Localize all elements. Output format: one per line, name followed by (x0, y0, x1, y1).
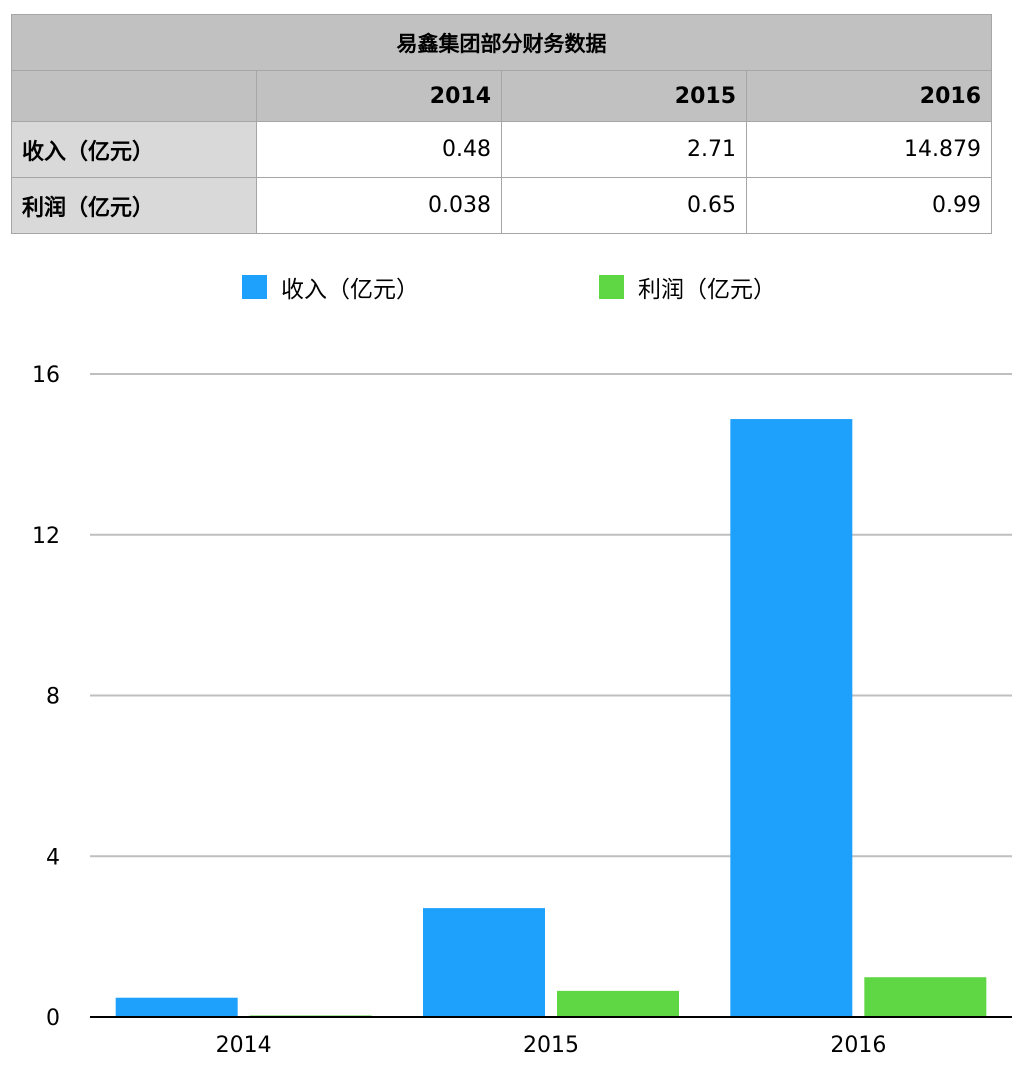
y-tick-label: 0 (46, 1006, 60, 1031)
bar-2014-0 (115, 997, 238, 1017)
y-tick-label: 16 (32, 363, 60, 388)
table-cell: 0.038 (256, 177, 502, 234)
bar-2015-1 (557, 990, 679, 1017)
legend-label-revenue: 收入（亿元） (281, 277, 419, 303)
legend-label-profit: 利润（亿元） (638, 277, 776, 303)
bar-2016-1 (864, 977, 987, 1017)
y-tick-label: 12 (32, 524, 60, 549)
table-header-year: 2015 (501, 70, 747, 122)
bar-2015-0 (423, 908, 545, 1017)
table-cell: 0.99 (746, 177, 992, 234)
table-cell: 0.65 (501, 177, 747, 234)
table-header-corner (11, 70, 257, 122)
x-tick-label: 2015 (523, 1033, 579, 1058)
legend-swatch-revenue (242, 275, 267, 299)
table-title-row: 易鑫集团部分财务数据 (11, 14, 992, 71)
y-tick-label: 8 (46, 685, 60, 710)
legend-item-revenue: 收入（亿元） (242, 273, 419, 303)
table-header-year: 2016 (746, 70, 992, 122)
x-tick-label: 2016 (830, 1033, 886, 1058)
table-header-row: 2014 2015 2016 (11, 70, 992, 122)
legend-swatch-profit (599, 275, 624, 299)
table-cell: 0.48 (256, 121, 502, 178)
table-cell: 2.71 (501, 121, 747, 178)
table-row-label: 收入（亿元） (11, 121, 257, 178)
y-tick-label: 4 (46, 845, 60, 870)
table-header-year: 2014 (256, 70, 502, 122)
bar-2016-0 (730, 419, 853, 1018)
table-row-label: 利润（亿元） (11, 177, 257, 234)
financial-data-table: 易鑫集团部分财务数据 2014 2015 2016 收入（亿元） 0.48 2.… (11, 14, 992, 234)
legend-item-profit: 利润（亿元） (599, 273, 776, 303)
table-row-profit: 利润（亿元） 0.038 0.65 0.99 (11, 177, 992, 234)
x-tick-label: 2014 (216, 1033, 272, 1058)
table-title: 易鑫集团部分财务数据 (11, 14, 992, 71)
